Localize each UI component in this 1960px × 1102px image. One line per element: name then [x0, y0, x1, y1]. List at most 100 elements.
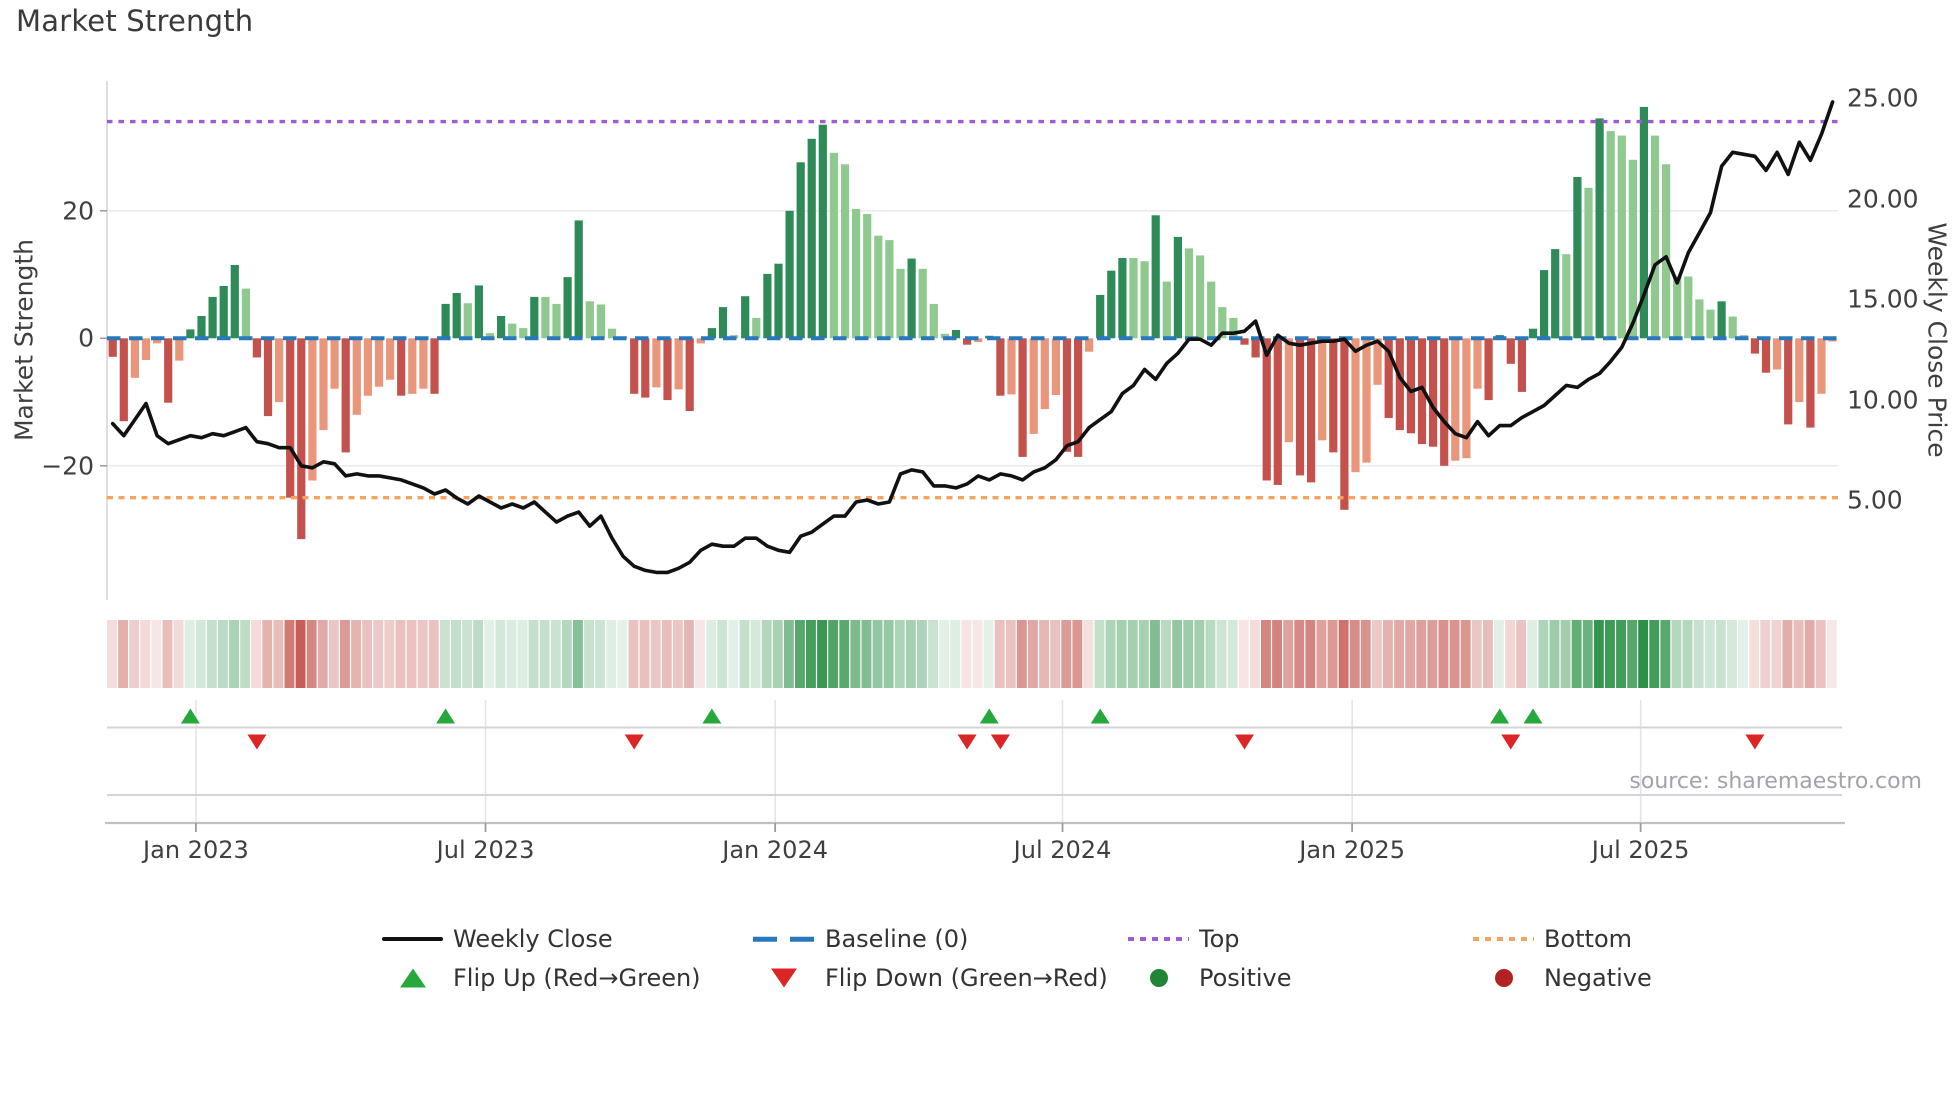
heatmap-cell	[1294, 620, 1305, 688]
strength-bar	[596, 304, 605, 339]
heatmap-cell	[1305, 620, 1316, 688]
strength-bar	[852, 208, 861, 339]
heatmap-cell	[994, 620, 1005, 688]
strength-bar	[1318, 338, 1327, 441]
strength-bar	[1662, 164, 1671, 339]
heatmap-cell	[1638, 620, 1649, 688]
heatmap-cell	[839, 620, 850, 688]
heatmap-cell	[1793, 620, 1804, 688]
strength-bar	[1528, 328, 1538, 339]
heatmap-cell	[1327, 620, 1338, 688]
heatmap-cell	[1016, 620, 1027, 688]
heatmap-cell	[894, 620, 905, 688]
strength-bar	[1606, 131, 1615, 339]
strength-bar	[230, 265, 239, 339]
chart-title: Market Strength	[16, 4, 254, 38]
strength-bar	[275, 338, 284, 403]
heatmap-cell	[561, 620, 572, 688]
heatmap-cell	[1272, 620, 1282, 688]
strength-bar	[1617, 135, 1626, 339]
legend-label: Positive	[1199, 964, 1292, 992]
right-axis-tick-label: 5.00	[1847, 485, 1903, 515]
strength-bar	[1218, 307, 1227, 339]
heatmap-cell	[517, 620, 528, 688]
heatmap-cell	[584, 620, 594, 688]
strength-bar	[1273, 338, 1282, 485]
strength-bar	[1284, 338, 1293, 443]
strength-bar	[474, 285, 483, 339]
heatmap-cell	[1105, 620, 1116, 688]
strength-bar	[1684, 276, 1693, 339]
strength-bar	[1240, 338, 1249, 345]
heatmap-cell	[1549, 620, 1560, 688]
heatmap-cell	[1693, 620, 1704, 688]
strength-bar	[1817, 338, 1826, 394]
legend-label: Top	[1199, 925, 1240, 953]
x-axis-tick-label: Jul 2024	[1013, 836, 1112, 864]
strength-bar	[1584, 187, 1593, 339]
legend-label: Bottom	[1544, 925, 1633, 953]
heatmap-cell	[1227, 620, 1238, 688]
strength-bar	[1307, 338, 1316, 483]
heatmap-cell	[162, 620, 173, 688]
strength-bar	[574, 220, 583, 339]
heatmap-cell	[1571, 620, 1582, 688]
strength-bar	[1473, 338, 1482, 389]
heatmap-cell	[506, 620, 517, 688]
heatmap-cell	[395, 620, 406, 688]
strength-bar	[1173, 236, 1182, 339]
heatmap-cell	[495, 620, 506, 688]
heatmap-cell	[1172, 620, 1183, 688]
strength-bar	[1007, 338, 1016, 395]
strength-bar	[508, 323, 517, 339]
strength-bar	[1795, 338, 1804, 403]
strength-bar	[252, 338, 261, 358]
source-note: source: sharemaestro.com	[1629, 769, 1922, 794]
strength-bar	[885, 240, 894, 339]
heatmap-cell	[883, 620, 894, 688]
heatmap-cell	[1560, 620, 1571, 688]
left-axis-tick-label: 0	[78, 323, 94, 353]
strength-bar	[818, 124, 827, 339]
heatmap-cell	[439, 620, 450, 688]
strength-bar	[153, 338, 162, 344]
strength-bar	[419, 338, 428, 389]
strength-bar	[918, 268, 927, 339]
heatmap-cell	[1815, 620, 1826, 688]
x-axis-tick-label: Jul 2025	[1591, 836, 1690, 864]
heatmap-cell	[1183, 620, 1194, 688]
strength-bar	[1717, 301, 1726, 339]
strength-bar	[1562, 254, 1571, 339]
flip-down-marker	[247, 734, 267, 750]
heatmap-cell	[928, 620, 938, 688]
heatmap-cell	[1738, 620, 1748, 688]
strength-bar	[1085, 338, 1094, 352]
strength-bar	[108, 338, 117, 357]
strength-bar	[219, 286, 228, 339]
strength-bar	[1140, 261, 1149, 339]
heatmap-cell	[650, 620, 661, 688]
heatmap-cell	[939, 620, 950, 688]
flip-down-marker	[624, 734, 644, 750]
legend-label: Flip Down (Green→Red)	[825, 964, 1108, 992]
heatmap-cell	[1405, 620, 1416, 688]
strength-bar	[374, 338, 384, 387]
strength-bar	[1096, 294, 1105, 339]
heatmap-cell	[1538, 620, 1549, 688]
x-axis-tick-label: Jul 2023	[436, 836, 535, 864]
heatmap-cell	[1261, 620, 1271, 688]
heatmap-cell	[1116, 620, 1127, 688]
heatmap-cell	[218, 620, 228, 688]
strength-bar	[1262, 338, 1271, 481]
heatmap-cell	[1360, 620, 1371, 688]
strength-bar	[1162, 281, 1171, 339]
heatmap-cell	[451, 620, 461, 688]
flip-up-marker	[436, 708, 456, 724]
strength-bar	[1695, 299, 1704, 339]
heatmap-cell	[206, 620, 217, 688]
strength-bar	[1417, 338, 1427, 445]
heatmap-cell	[1205, 620, 1216, 688]
heatmap-cell	[628, 620, 639, 688]
strength-bar	[674, 338, 683, 390]
